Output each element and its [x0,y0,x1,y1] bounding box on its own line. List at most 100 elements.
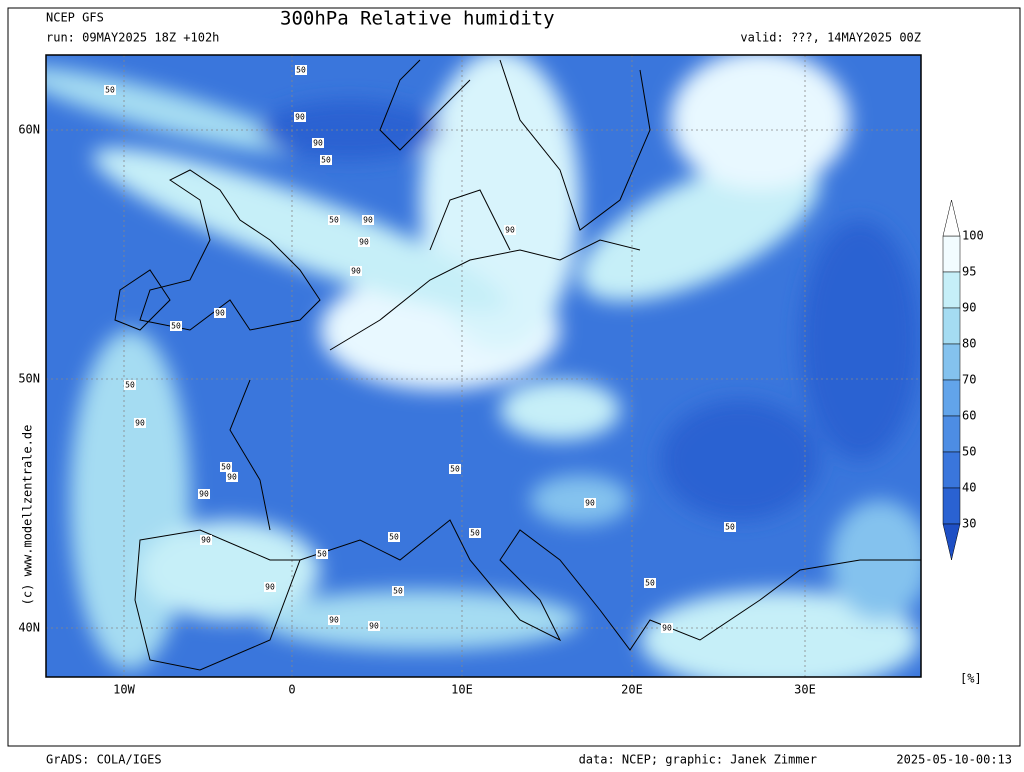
frame [7,7,1021,747]
contour-label: 90 [351,267,361,276]
colorbar-segment [942,415,961,453]
footer-left: GrADS: COLA/IGES [46,753,162,767]
contour-label: 50 [470,529,480,538]
colorbar-over [942,199,961,237]
footer-timestamp: 2025-05-10-00:13 [896,753,1012,767]
lon-label: 30E [794,683,816,697]
contour-label-bg [504,225,516,235]
run-info: run: 09MAY2025 18Z +102h [46,31,219,45]
contour-label-bg [328,615,340,625]
contour-label-bg [170,321,182,331]
colorbar-segment [942,271,961,309]
contour-label: 50 [321,156,331,165]
contour-label: 90 [135,419,145,428]
contour-label: 50 [221,463,231,472]
colorbar-segment [942,343,961,381]
coastlines [114,59,921,671]
contour-label-bg [134,418,146,428]
footer-credit: data: NCEP; graphic: Janek Zimmer [579,753,817,767]
colorbar-segment [942,451,961,489]
colorbar-label: 50 [962,445,976,459]
contour-label: 90 [313,139,323,148]
contour-label: 90 [199,490,209,499]
contour-label: 50 [450,465,460,474]
colorbar-label: 80 [962,337,976,351]
contour-label: 50 [296,66,306,75]
contour-label-bg [312,138,324,148]
lon-label: 20E [621,683,643,697]
contour-label-bg [644,578,656,588]
colorbar-label: 70 [962,373,976,387]
contour-label-bg [388,532,400,542]
contour-label-bg [294,112,306,122]
copyright: (c) www.modellzentrale.de [21,425,35,606]
contour-label-bg [469,528,481,538]
contour-label-bg [328,215,340,225]
contour-label: 50 [645,579,655,588]
contour-label-bg [362,215,374,225]
colorbar-label: 40 [962,481,976,495]
contour-label: 90 [662,624,672,633]
model-name: NCEP GFS [46,11,104,25]
colorbar-label: 100 [962,229,984,243]
contour-label: 90 [363,216,373,225]
contour-label-bg [214,308,226,318]
colorbar-segment [942,379,961,417]
contour-label-bg [316,549,328,559]
map-field [46,55,921,677]
lon-label: 10W [113,683,135,697]
contour-label: 90 [215,309,225,318]
map-border [45,54,922,678]
title: 300hPa Relative humidity [280,8,555,30]
contour-label: 50 [125,381,135,390]
contour-label: 90 [295,113,305,122]
contour-label: 50 [317,550,327,559]
contour-label: 50 [393,587,403,596]
colorbar-segment [942,487,961,525]
lat-label: 60N [18,123,40,137]
contour-label-bg [392,586,404,596]
contour-label-bg [368,621,380,631]
contour-label: 50 [329,216,339,225]
contour-label-bg [584,498,596,508]
lon-label: 0 [288,683,295,697]
contour-label-bg [226,472,238,482]
colorbar-label: 30 [962,517,976,531]
contour-label: 50 [725,523,735,532]
contour-label-bg [350,266,362,276]
lat-label: 40N [18,621,40,635]
contour-label-bg [264,582,276,592]
contour-label-bg [104,85,116,95]
contour-label: 90 [227,473,237,482]
colorbar-segment [942,307,961,345]
contour-label: 50 [171,322,181,331]
lat-label: 50N [18,372,40,386]
colorbar-under [942,523,961,561]
contour-label: 90 [265,583,275,592]
contour-label-bg [320,155,332,165]
contour-label-bg [220,462,232,472]
contour-label: 50 [105,86,115,95]
colorbar-segment [942,235,961,273]
colorbar-label: 90 [962,301,976,315]
contour-label: 90 [585,499,595,508]
contour-label: 90 [201,536,211,545]
contour-label-bg [449,464,461,474]
contour-label: 50 [389,533,399,542]
contour-label-bg [124,380,136,390]
contour-label-bg [198,489,210,499]
contour-label-bg [295,65,307,75]
colorbar-label: 95 [962,265,976,279]
contour-label-bg [358,237,370,247]
contour-label: 90 [359,238,369,247]
contour-label: 90 [505,226,515,235]
contour-label-bg [661,623,673,633]
contour-label-bg [200,535,212,545]
lon-label: 10E [451,683,473,697]
contour-label: 90 [369,622,379,631]
valid-info: valid: ???, 14MAY2025 00Z [740,31,921,45]
colorbar-unit: [%] [960,672,982,686]
contour-label: 90 [329,616,339,625]
